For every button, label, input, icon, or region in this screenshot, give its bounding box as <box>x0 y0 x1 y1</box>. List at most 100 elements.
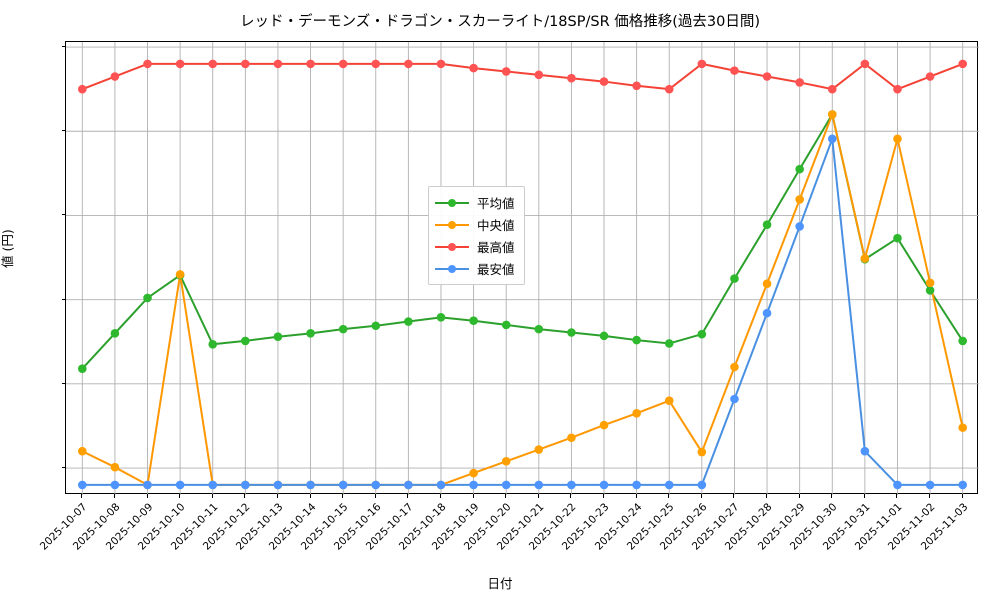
x-tick-mark <box>179 494 181 498</box>
data-point-marker <box>469 480 478 490</box>
data-point-marker <box>501 67 511 76</box>
data-point-marker <box>143 293 152 303</box>
data-point-marker <box>501 457 511 466</box>
data-point-marker <box>241 59 250 69</box>
data-point-marker <box>371 480 381 490</box>
data-point-marker <box>632 81 641 91</box>
data-point-marker <box>208 480 218 490</box>
x-tick-mark <box>831 494 833 498</box>
data-point-marker <box>567 328 576 337</box>
chart-legend: 平均値中央値最高値最安値 <box>428 186 525 285</box>
data-point-marker <box>78 480 87 490</box>
data-point-marker <box>893 480 902 490</box>
data-point-marker <box>860 446 870 456</box>
data-point-marker <box>958 59 967 69</box>
data-point-marker <box>567 73 576 83</box>
data-point-marker <box>306 480 315 490</box>
x-tick-mark <box>342 494 344 498</box>
data-point-marker <box>501 320 511 330</box>
y-tick-mark <box>61 214 65 216</box>
x-tick-mark <box>276 494 278 498</box>
y-tick-mark <box>61 130 65 132</box>
data-point-marker <box>632 480 641 490</box>
data-point-marker <box>208 339 218 349</box>
y-tick-mark <box>61 382 65 384</box>
x-tick-mark <box>439 494 441 498</box>
data-point-marker <box>925 480 935 490</box>
legend-item-1[interactable]: 平均値 <box>435 192 515 213</box>
data-point-marker <box>110 72 120 81</box>
data-point-marker <box>730 394 739 404</box>
legend-label: 中央値 <box>477 218 515 233</box>
data-point-marker <box>469 316 478 326</box>
data-point-marker <box>241 480 250 490</box>
legend-swatch-icon <box>435 263 469 275</box>
data-point-marker <box>273 332 283 342</box>
data-point-marker <box>664 396 674 406</box>
legend-item-3[interactable]: 最高値 <box>435 236 515 257</box>
data-point-marker <box>925 72 935 81</box>
x-tick-mark <box>896 494 898 498</box>
data-point-marker <box>599 480 609 490</box>
data-point-marker <box>697 447 707 457</box>
data-point-marker <box>632 409 641 418</box>
legend-label: 平均値 <box>477 196 515 211</box>
data-point-marker <box>143 59 152 69</box>
data-point-marker <box>795 195 804 204</box>
legend-label: 最安値 <box>477 262 515 277</box>
x-tick-mark <box>603 494 605 498</box>
data-point-marker <box>632 335 641 345</box>
data-point-marker <box>208 59 218 69</box>
data-point-marker <box>827 134 837 144</box>
data-point-marker <box>893 134 902 144</box>
data-point-marker <box>534 324 544 334</box>
data-point-marker <box>371 321 381 331</box>
data-point-marker <box>599 331 609 341</box>
data-point-marker <box>795 164 804 174</box>
data-point-marker <box>469 468 478 478</box>
x-tick-mark <box>211 494 213 498</box>
legend-item-2[interactable]: 中央値 <box>435 214 515 235</box>
chart-title: レッド・デーモンズ・ドラゴン・スカーライト/18SP/SR 価格推移(過去30日… <box>239 14 761 30</box>
data-point-marker <box>110 480 120 490</box>
data-point-marker <box>469 63 478 73</box>
data-point-marker <box>78 84 87 94</box>
x-tick-mark <box>766 494 768 498</box>
series-line <box>81 137 964 486</box>
x-tick-mark <box>863 494 865 498</box>
data-point-marker <box>534 480 544 490</box>
x-tick-mark <box>244 494 246 498</box>
x-tick-mark <box>407 494 409 498</box>
data-point-marker <box>404 317 413 326</box>
data-point-marker <box>306 59 315 69</box>
data-point-marker <box>893 233 902 243</box>
x-tick-mark <box>668 494 670 498</box>
data-point-marker <box>730 274 739 283</box>
legend-item-4[interactable]: 最安値 <box>435 258 515 279</box>
data-point-marker <box>436 59 446 69</box>
data-point-marker <box>534 445 544 454</box>
data-point-marker <box>338 480 348 490</box>
legend-label: 最高値 <box>477 240 515 255</box>
data-point-marker <box>175 480 185 490</box>
data-point-marker <box>273 480 283 490</box>
x-tick-mark <box>472 494 474 498</box>
data-point-marker <box>925 286 935 295</box>
x-tick-mark <box>81 494 83 498</box>
y-tick-mark <box>61 467 65 469</box>
data-point-marker <box>534 70 544 80</box>
x-axis-label: 日付 <box>487 576 513 591</box>
x-tick-mark <box>374 494 376 498</box>
x-tick-mark <box>505 494 507 498</box>
data-point-marker <box>795 222 804 231</box>
series-line <box>81 113 964 486</box>
data-point-marker <box>338 59 348 69</box>
x-tick-mark <box>537 494 539 498</box>
data-point-marker <box>795 78 804 87</box>
series-lines <box>78 59 967 490</box>
data-point-marker <box>958 423 967 432</box>
data-point-marker <box>958 336 967 346</box>
y-axis-label: 値 (円) <box>0 229 15 268</box>
data-point-marker <box>599 420 609 430</box>
